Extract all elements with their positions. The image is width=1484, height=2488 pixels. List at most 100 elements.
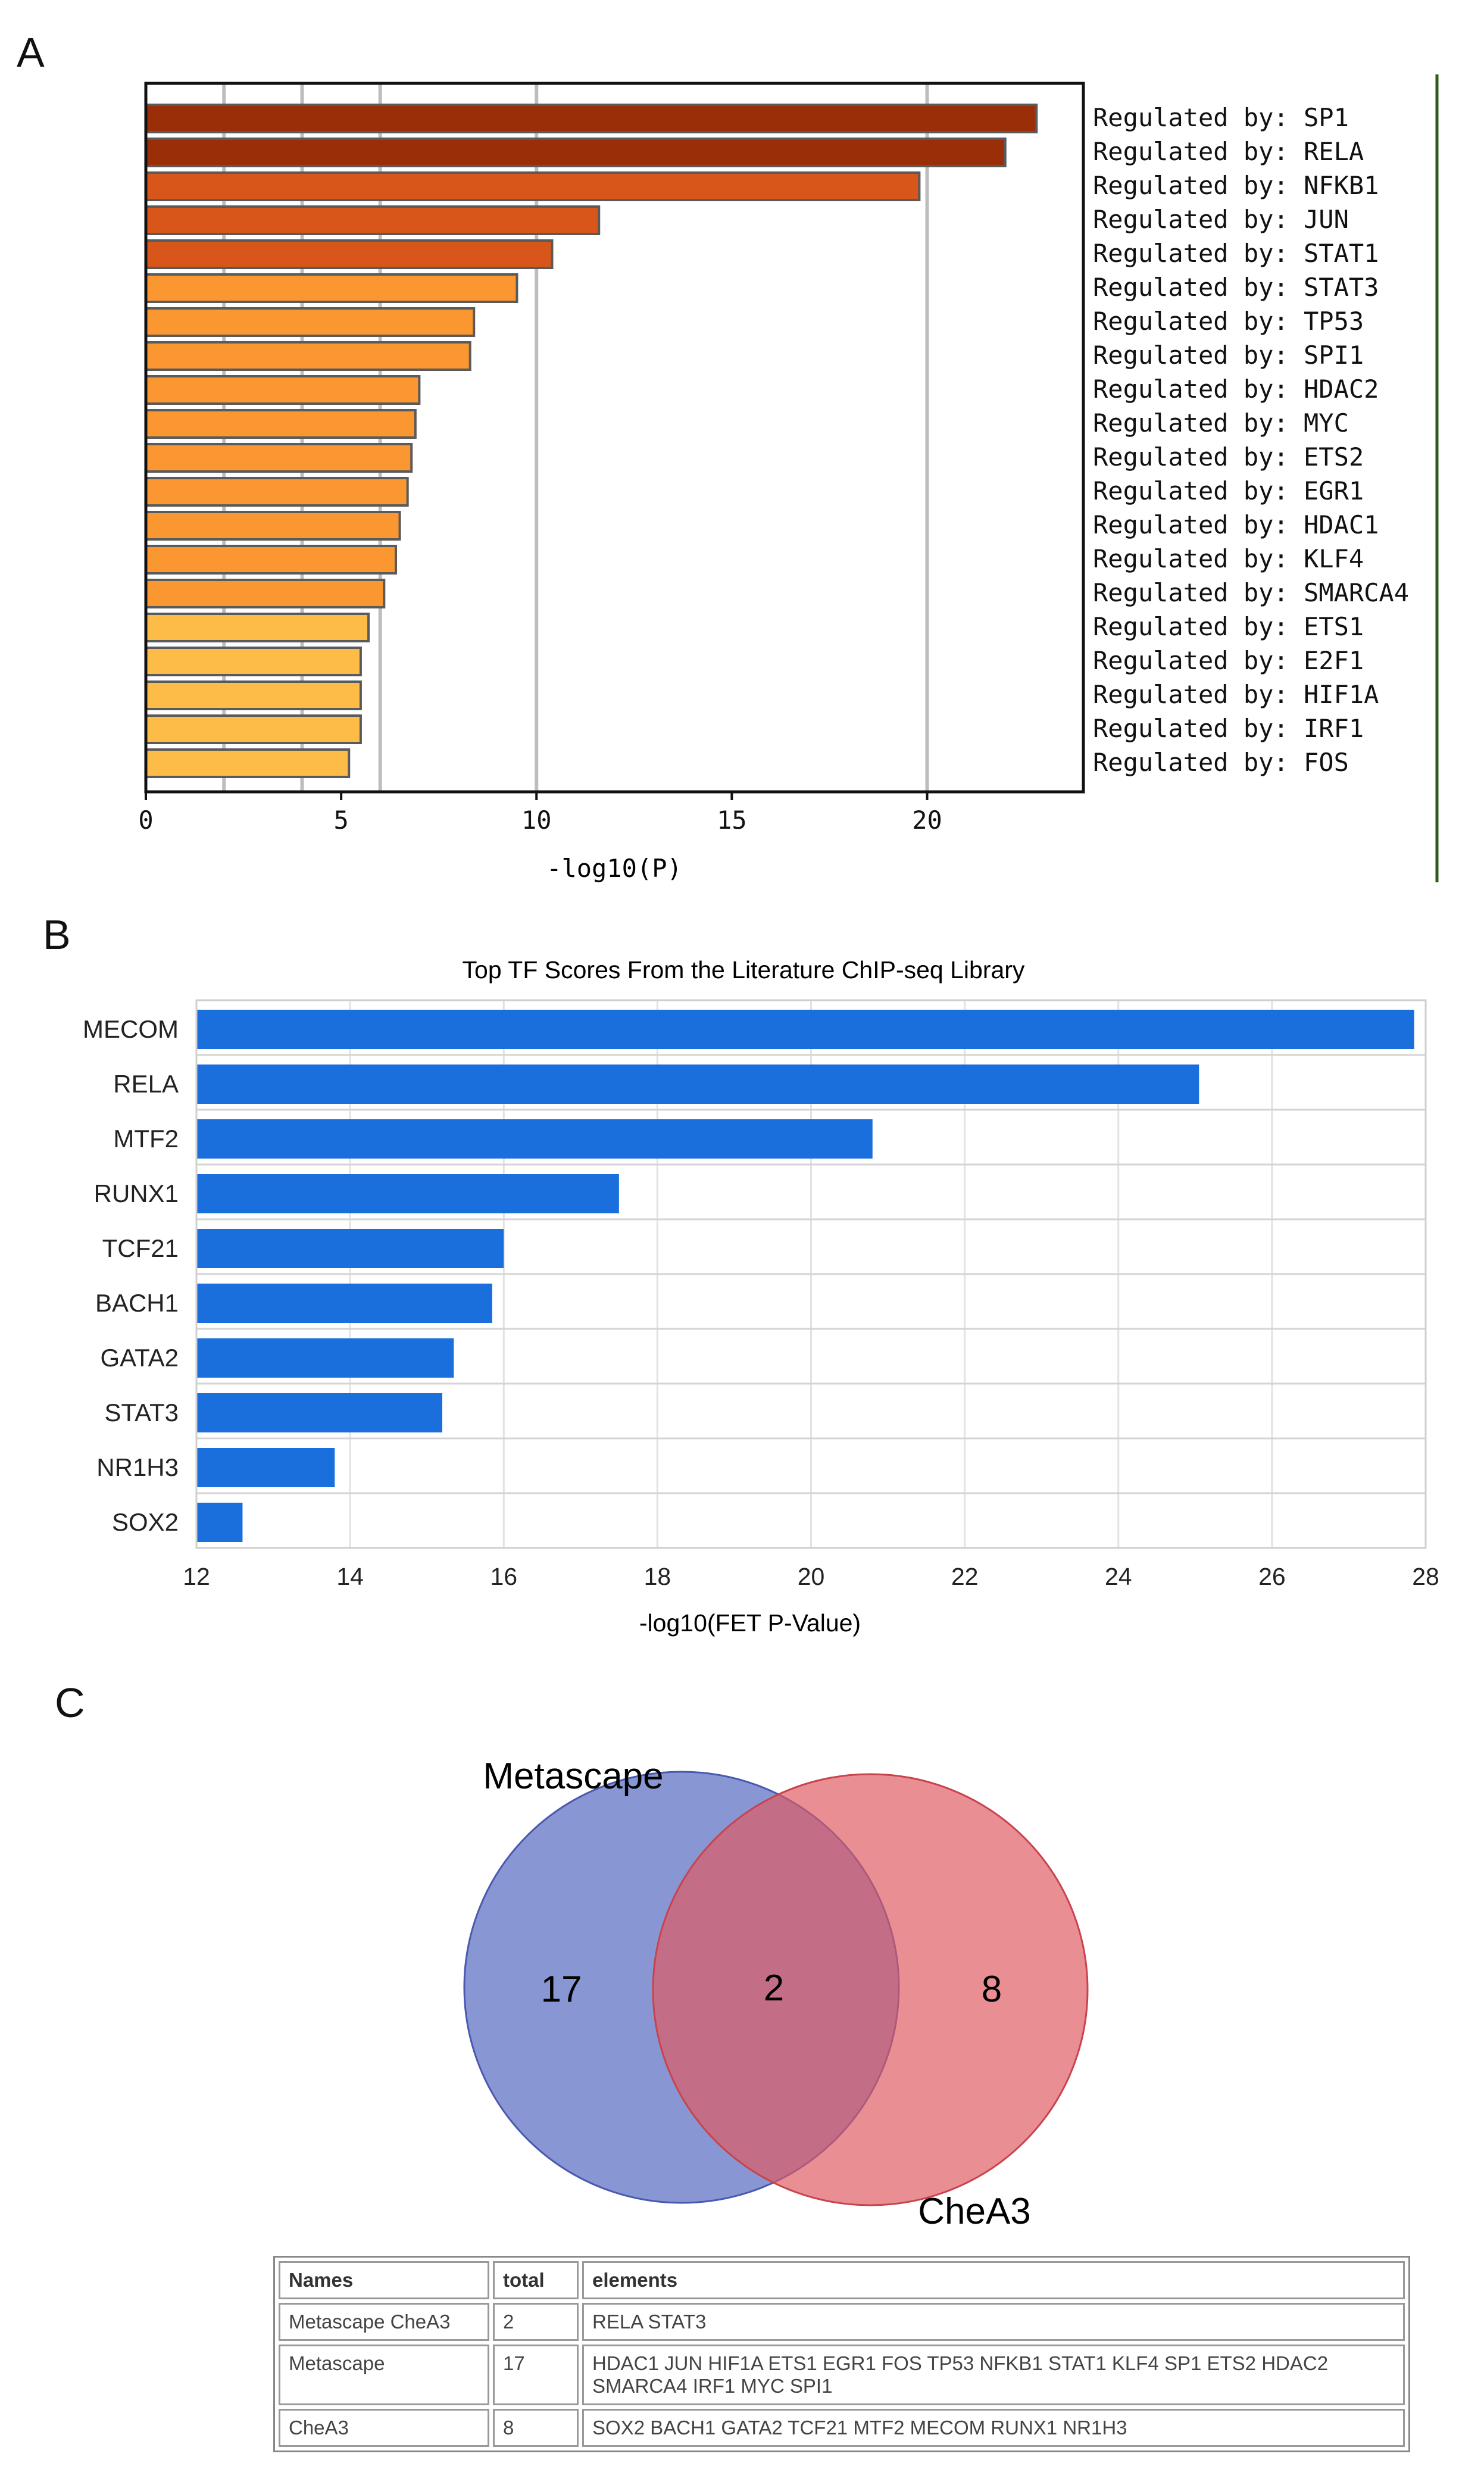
panel-a-category-label: Regulated by: EGR1 — [1093, 476, 1364, 505]
panel-a-category-label: Regulated by: KLF4 — [1093, 544, 1364, 573]
panel-b-category-label: RUNX1 — [94, 1179, 179, 1207]
panel-b-bar — [196, 1393, 442, 1432]
table-header-row: Names total elements — [279, 2261, 1405, 2299]
panel-a-bar — [145, 613, 370, 642]
panel-b-category-label: STAT3 — [105, 1398, 179, 1426]
panel-a-category-label: Regulated by: HDAC2 — [1093, 374, 1379, 404]
venn-count-chea3-only: 8 — [982, 1969, 1002, 2010]
panel-a-tick-label: 15 — [717, 806, 747, 835]
panel-a-category-label: Regulated by: STAT3 — [1093, 273, 1379, 302]
cell-names: Metascape — [279, 2345, 489, 2405]
panel-a-tick-label: 0 — [138, 806, 153, 835]
panel-b-category-label: MTF2 — [113, 1125, 179, 1153]
panel-b-category-label: GATA2 — [101, 1344, 179, 1372]
cell-total: 2 — [493, 2303, 579, 2341]
panel-a-category-label: Regulated by: NFKB1 — [1093, 171, 1379, 200]
panel-a-category-label: Regulated by: HIF1A — [1093, 680, 1379, 709]
venn-label-chea3: CheA3 — [918, 2191, 1031, 2232]
venn-diagram: Metascape CheA3 17 2 8 — [463, 1756, 1089, 2232]
panel-b-category-label: NR1H3 — [96, 1453, 179, 1481]
panel-b-title: Top TF Scores From the Literature ChIP-s… — [463, 956, 1025, 984]
panel-a-bar — [145, 273, 518, 303]
panel-b-tick-label: 22 — [951, 1563, 979, 1590]
panel-a-category-label: Regulated by: HDAC1 — [1093, 510, 1379, 539]
venn-count-metascape-only: 17 — [541, 1969, 582, 2010]
cell-elements: SOX2 BACH1 GATA2 TCF21 MTF2 MECOM RUNX1 … — [582, 2409, 1405, 2447]
panel-b-bar — [196, 1338, 454, 1378]
panel-b-category-label: SOX2 — [112, 1508, 179, 1536]
panel-label-c: C — [55, 1680, 85, 1726]
cell-names: CheA3 — [279, 2409, 489, 2447]
panel-a-category-label: Regulated by: RELA — [1093, 137, 1364, 166]
table-row: Metascape 17 HDAC1 JUN HIF1A ETS1 EGR1 F… — [279, 2345, 1405, 2405]
panel-a-bar — [145, 307, 476, 337]
panel-b-bar — [196, 1010, 1414, 1049]
panel-a-bar — [145, 205, 601, 235]
panel-a-tick-label: 5 — [333, 806, 348, 835]
column-header-elements: elements — [582, 2261, 1405, 2299]
figure-canvas: 0 5 10 15 20 Regulated by: SP1 Regulated by: … — [83, 74, 1439, 2232]
panel-a-category-label: Regulated by: ETS1 — [1093, 612, 1364, 641]
panel-a-plot-frame — [144, 82, 1085, 794]
venn-membership-table: Names total elements Metascape CheA3 2 R… — [273, 2256, 1410, 2452]
panel-a-category-label: Regulated by: E2F1 — [1093, 646, 1364, 675]
cell-names: Metascape CheA3 — [279, 2303, 489, 2341]
panel-a-category-label: Regulated by: MYC — [1093, 408, 1349, 438]
venn-label-metascape: Metascape — [483, 1756, 663, 1797]
panel-b-category-label: BACH1 — [95, 1289, 179, 1317]
cell-elements: HDAC1 JUN HIF1A ETS1 EGR1 FOS TP53 NFKB1… — [582, 2345, 1405, 2405]
panel-label-a: A — [17, 29, 45, 76]
panel-b-tick-label: 18 — [644, 1563, 671, 1590]
column-header-total: total — [493, 2261, 579, 2299]
panel-b-bar — [196, 1119, 873, 1159]
panel-b-tick-label: 26 — [1258, 1563, 1286, 1590]
panel-b-bar — [196, 1229, 504, 1268]
panel-a-bar — [145, 545, 397, 575]
panel-b-tick-label: 16 — [490, 1563, 517, 1590]
venn-circle-chea3 — [652, 1773, 1089, 2206]
panel-a-tick-label: 20 — [912, 806, 942, 835]
panel-a-category-label: Regulated by: SPI1 — [1093, 341, 1364, 370]
panel-b-tick-label: 28 — [1412, 1563, 1439, 1590]
panel-b-plot-frame — [195, 999, 1427, 1549]
panel-b-category-label: MECOM — [83, 1015, 179, 1043]
panel-a-bar — [145, 341, 471, 371]
cell-elements: RELA STAT3 — [582, 2303, 1405, 2341]
panel-label-b: B — [43, 911, 71, 958]
column-header-names: Names — [279, 2261, 489, 2299]
panel-a-bar — [145, 579, 386, 608]
panel-a-bar — [145, 104, 1038, 133]
panel-a-bar — [145, 680, 362, 710]
cell-total: 8 — [493, 2409, 579, 2447]
panel-b-tick-label: 12 — [183, 1563, 210, 1590]
panel-b-tick-label: 20 — [798, 1563, 825, 1590]
panel-a-x-axis-title: -log10(P) — [546, 854, 682, 883]
panel-a-bar — [145, 714, 362, 744]
panel-b-x-axis-title: -log10(FET P-Value) — [639, 1609, 861, 1637]
panel-b-bar — [196, 1064, 1199, 1104]
panel-b-bar — [196, 1174, 619, 1213]
panel-a-category-label: Regulated by: IRF1 — [1093, 714, 1364, 743]
panel-a-chart: 0 5 10 15 20 Regulated by: SP1 Regulated by: … — [138, 74, 1439, 883]
panel-a-category-label: Regulated by: STAT1 — [1093, 239, 1379, 268]
panel-a-bar — [145, 647, 362, 676]
panel-a-bar — [145, 409, 417, 439]
panel-b-category-label: TCF21 — [102, 1234, 179, 1262]
panel-b-chart: Top TF Scores From the Literature ChIP-s… — [83, 956, 1439, 1637]
panel-a-tick-label: 10 — [521, 806, 552, 835]
panel-b-tick-label: 24 — [1105, 1563, 1132, 1590]
panel-b-bar — [196, 1448, 335, 1487]
panel-a-category-label: Regulated by: FOS — [1093, 748, 1349, 777]
table-row: CheA3 8 SOX2 BACH1 GATA2 TCF21 MTF2 MECO… — [279, 2409, 1405, 2447]
cell-total: 17 — [493, 2345, 579, 2405]
panel-a-bar — [145, 511, 401, 541]
panel-a-bar — [145, 375, 421, 405]
table-row: Metascape CheA3 2 RELA STAT3 — [279, 2303, 1405, 2341]
panel-a-bar — [145, 748, 351, 778]
panel-b-tick-label: 14 — [336, 1563, 364, 1590]
panel-a-bar — [145, 138, 1007, 167]
panel-a-bar — [145, 171, 921, 201]
panel-a-category-label: Regulated by: JUN — [1093, 205, 1349, 234]
panel-b-bar — [196, 1503, 243, 1542]
panel-a-category-label: Regulated by: TP53 — [1093, 307, 1364, 336]
